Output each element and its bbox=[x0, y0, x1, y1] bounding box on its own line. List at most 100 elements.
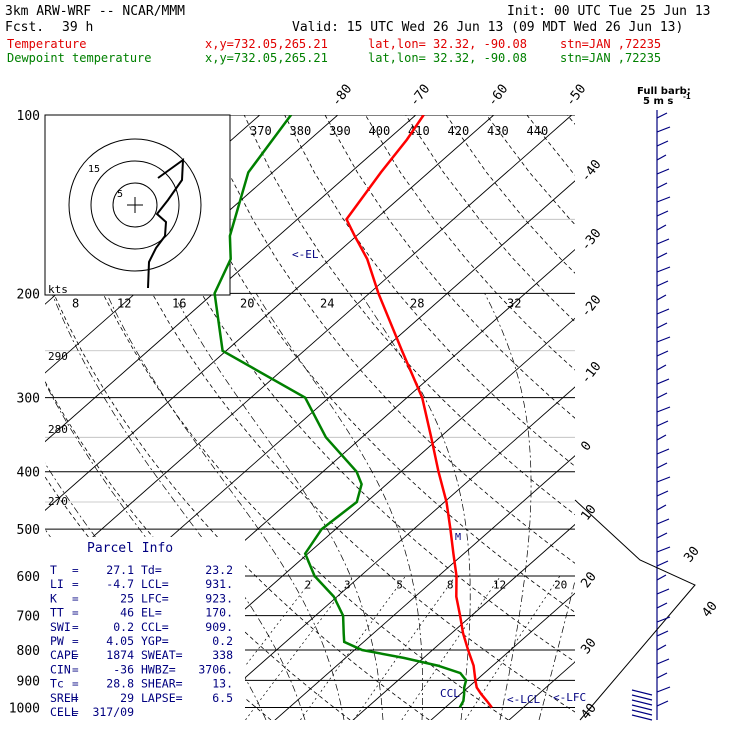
barb-legend-title: Full barb: bbox=[637, 86, 691, 97]
isotherm--50 bbox=[45, 115, 573, 580]
parcel-eq-0: = bbox=[72, 564, 79, 577]
wind-barb-low bbox=[631, 709, 653, 716]
parcel-key2-3: EL= bbox=[141, 606, 162, 620]
wind-barb bbox=[656, 364, 667, 371]
mixing-ratio-label-20: 20 bbox=[554, 578, 567, 591]
wind-barb bbox=[656, 644, 667, 651]
dry-adiabat-label-280: 280 bbox=[48, 423, 68, 436]
wind-barb-low bbox=[631, 694, 653, 701]
parcel-val2-7: 3706. bbox=[198, 662, 233, 676]
isotherm--120 bbox=[0, 115, 26, 728]
isotherm-label--10: -10 bbox=[578, 359, 604, 387]
el-annotation: <-EL bbox=[292, 248, 319, 261]
isotherm-label--60: -60 bbox=[485, 82, 511, 110]
isotherm-40 bbox=[578, 115, 740, 728]
dry-adiabat-430 bbox=[566, 115, 575, 125]
dry-adiabat-330 bbox=[163, 115, 575, 613]
parcel-val2-9: 6.5 bbox=[212, 691, 233, 705]
wind-barb-low bbox=[631, 704, 653, 711]
isotherm--10 bbox=[196, 386, 575, 720]
lcl-annotation: <-LCL bbox=[507, 693, 540, 706]
mixing-ratio-20 bbox=[464, 575, 561, 720]
wind-barb bbox=[656, 112, 668, 119]
wind-barb bbox=[656, 700, 669, 707]
init-time: Init: 00 UTC Tue 25 Jun 13 bbox=[507, 4, 711, 19]
ccl-annotation: CCL bbox=[440, 687, 460, 700]
parcel-key2-0: Td= bbox=[141, 563, 162, 577]
temp-scale-label-32: 32 bbox=[507, 296, 521, 310]
parcel-val-4: 0.2 bbox=[113, 620, 134, 634]
isotherm-0 bbox=[274, 455, 575, 720]
parcel-key-8: Tc bbox=[50, 677, 64, 691]
wind-barb bbox=[656, 140, 669, 147]
hodograph-ring-15: 15 bbox=[88, 164, 100, 175]
wind-barb bbox=[656, 476, 671, 483]
isotherm-20 bbox=[430, 592, 575, 720]
parcel-val2-3: 170. bbox=[205, 606, 233, 620]
wind-barb bbox=[656, 574, 667, 581]
isotherm-label--30: -30 bbox=[578, 226, 604, 254]
dry-adiabat-300 bbox=[45, 124, 509, 720]
dry-adiabat-410 bbox=[486, 115, 575, 226]
parcel-key2-5: YGP= bbox=[141, 634, 169, 648]
lfc-annotation: <-LFC bbox=[553, 691, 586, 704]
dewpoint-line bbox=[213, 115, 468, 709]
moist-adiabat-0 bbox=[45, 382, 267, 720]
dry-adiabat-460 bbox=[688, 115, 740, 720]
wind-barb bbox=[656, 434, 667, 441]
temp-scale-label-12: 12 bbox=[117, 296, 131, 310]
hodograph: 5 15 kts bbox=[44, 114, 231, 296]
wind-barb bbox=[656, 560, 669, 567]
parcel-eq-6: = bbox=[72, 649, 79, 662]
moist-adiabat-10 bbox=[106, 293, 345, 720]
dry-adiabat-370 bbox=[324, 115, 575, 419]
isotherm-label--80: -80 bbox=[329, 82, 355, 110]
wind-barb bbox=[656, 168, 670, 175]
theta-label-440: 440 bbox=[527, 124, 549, 138]
parcel-key-0: T bbox=[50, 563, 57, 577]
parcel-val-10: 317/09 bbox=[92, 705, 134, 719]
parcel-eq-4: = bbox=[72, 621, 79, 634]
dry-adiabat-340 bbox=[203, 115, 575, 564]
parcel-key-1: LI bbox=[50, 577, 64, 591]
temperature-xy: x,y=732.05,265.21 bbox=[205, 37, 328, 51]
moist-adiabat-25 bbox=[360, 293, 471, 720]
parcel-eq-1: = bbox=[72, 578, 79, 591]
wind-barb bbox=[656, 350, 669, 357]
wind-barb-low bbox=[631, 714, 653, 721]
theta-label-390: 390 bbox=[329, 124, 351, 138]
pressure-label-600: 600 bbox=[17, 570, 40, 585]
dry-adiabat-360 bbox=[284, 115, 575, 467]
wind-barb bbox=[656, 294, 667, 301]
pressure-label-300: 300 bbox=[17, 392, 40, 407]
mixing-ratio-label-2: 2 bbox=[305, 578, 312, 591]
wind-barb bbox=[656, 490, 669, 497]
temp-scale-label-8: 8 bbox=[72, 296, 79, 310]
parcel-key-9: SREH bbox=[50, 691, 78, 705]
parcel-eq-2: = bbox=[72, 592, 79, 605]
theta-label-430: 430 bbox=[487, 124, 509, 138]
wind-barb bbox=[656, 238, 670, 245]
mixing-ratio-5 bbox=[300, 575, 406, 720]
parcel-key2-1: LCL= bbox=[141, 577, 169, 591]
wind-barb bbox=[656, 280, 669, 287]
dry-adiabat-380 bbox=[365, 115, 575, 371]
parcel-val2-5: 0.2 bbox=[212, 634, 233, 648]
wind-barb bbox=[656, 406, 671, 413]
dry-adiabat-470 bbox=[729, 115, 740, 720]
dewpoint-stn: stn=JAN ,72235 bbox=[560, 51, 661, 65]
pressure-axis: 100 200 300 400 500 600 700 800 900 1000 bbox=[9, 109, 40, 716]
moist-adiabat-15 bbox=[172, 293, 384, 720]
wind-barb bbox=[656, 182, 668, 189]
hodograph-ring-5: 5 bbox=[117, 189, 123, 200]
wind-barb bbox=[656, 504, 667, 511]
temp-scale-label-20: 20 bbox=[240, 296, 254, 310]
wind-barb bbox=[656, 252, 668, 259]
wind-barb bbox=[656, 266, 671, 273]
temperature-stn: stn=JAN ,72235 bbox=[560, 37, 661, 51]
parcel-info-box: Parcel Info T = 27.1 Td= 23.2 LI = -4.7 LCL= 931.… bbox=[45, 537, 245, 720]
dewpoint-xy: x,y=732.05,265.21 bbox=[205, 51, 328, 65]
parcel-eq-8: = bbox=[72, 678, 79, 691]
moist-adiabat-40 bbox=[578, 293, 704, 720]
